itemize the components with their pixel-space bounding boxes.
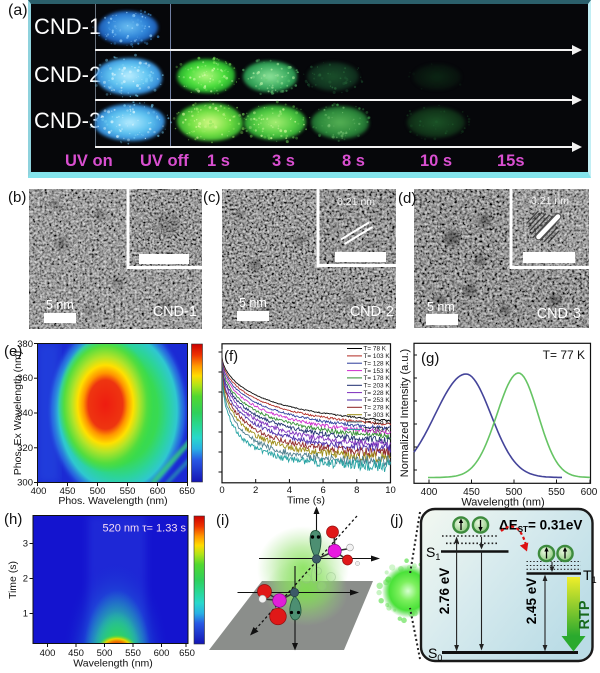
- svg-text:2: 2: [253, 485, 258, 496]
- svg-text:T= 77 K: T= 77 K: [543, 348, 585, 362]
- svg-text:500: 500: [97, 648, 113, 659]
- svg-text:T1: T1: [583, 567, 597, 585]
- svg-text:RTP: RTP: [577, 600, 593, 629]
- svg-text:10: 10: [385, 485, 396, 496]
- svg-text:T= 178 K: T= 178 K: [364, 375, 391, 382]
- svg-text:5 nm: 5 nm: [427, 300, 455, 314]
- svg-text:8: 8: [354, 485, 359, 496]
- svg-text:340: 340: [17, 408, 33, 419]
- svg-text:T= 328 K: T= 328 K: [364, 419, 391, 426]
- svg-text:Phos. Ex Wavelength (nm): Phos. Ex Wavelength (nm): [12, 351, 24, 476]
- svg-text:T= 153 K: T= 153 K: [364, 368, 391, 375]
- svg-text:450: 450: [463, 487, 480, 498]
- svg-text:5 nm: 5 nm: [239, 296, 267, 310]
- svg-text:0.21 nm: 0.21 nm: [337, 196, 375, 208]
- svg-text:3: 3: [23, 539, 28, 550]
- svg-text:400: 400: [40, 648, 56, 659]
- svg-text:450: 450: [68, 648, 84, 659]
- svg-text:(c): (c): [203, 189, 221, 206]
- svg-text:550: 550: [125, 648, 141, 659]
- svg-text:(i): (i): [216, 512, 229, 529]
- svg-text:0.21 nm: 0.21 nm: [531, 195, 569, 207]
- svg-text:(h): (h): [4, 511, 22, 528]
- svg-text:Time (s): Time (s): [7, 561, 19, 599]
- svg-text:T= 203 K: T= 203 K: [364, 383, 391, 390]
- svg-text:1: 1: [23, 609, 28, 620]
- svg-text:Normalized Intensity (a.u.): Normalized Intensity (a.u.): [399, 349, 411, 477]
- svg-text:450: 450: [60, 486, 76, 497]
- svg-text:360: 360: [17, 373, 33, 384]
- svg-text:Wavelength (nm): Wavelength (nm): [73, 658, 153, 670]
- svg-text:T= 128 K: T= 128 K: [364, 360, 391, 367]
- svg-text:(j): (j): [390, 512, 403, 529]
- svg-text:T= 228 K: T= 228 K: [364, 390, 391, 397]
- svg-text:4: 4: [287, 485, 292, 496]
- svg-text:600: 600: [581, 487, 598, 498]
- svg-text:2: 2: [23, 574, 28, 585]
- svg-text:300: 300: [17, 478, 33, 489]
- svg-text:5 nm: 5 nm: [46, 298, 74, 312]
- svg-text:520 nm τ= 1.33 s: 520 nm τ= 1.33 s: [102, 523, 186, 535]
- svg-text:Wavelength (nm): Wavelength (nm): [461, 497, 544, 509]
- svg-text:T= 303 K: T= 303 K: [364, 412, 391, 419]
- svg-text:2.45 eV: 2.45 eV: [524, 578, 539, 625]
- svg-text:400: 400: [421, 487, 438, 498]
- svg-text:T= 353 K: T= 353 K: [364, 427, 391, 434]
- svg-text:380: 380: [17, 339, 33, 350]
- svg-text:550: 550: [548, 487, 565, 498]
- svg-text:(f): (f): [224, 348, 238, 365]
- svg-text:CND-1: CND-1: [153, 304, 197, 320]
- svg-text:T= 78 K: T= 78 K: [364, 346, 387, 353]
- svg-text:(g): (g): [421, 350, 439, 367]
- svg-text:CND-2: CND-2: [350, 304, 394, 320]
- svg-text:320: 320: [17, 443, 33, 454]
- svg-text:Phos. Wavelength (nm): Phos. Wavelength (nm): [58, 495, 167, 507]
- svg-text:650: 650: [179, 648, 195, 659]
- svg-text:600: 600: [154, 648, 170, 659]
- svg-text:500: 500: [90, 486, 106, 497]
- svg-text:550: 550: [120, 486, 136, 497]
- svg-text:650: 650: [179, 486, 195, 497]
- svg-text:T= 278 K: T= 278 K: [364, 405, 391, 412]
- svg-text:(e): (e): [4, 343, 22, 360]
- svg-text:0: 0: [219, 485, 224, 496]
- svg-text:500: 500: [506, 487, 523, 498]
- svg-text:T= 103 K: T= 103 K: [364, 353, 391, 360]
- svg-text:6: 6: [320, 485, 325, 496]
- svg-text:(d): (d): [398, 190, 416, 207]
- svg-text:400: 400: [31, 486, 47, 497]
- svg-text:Time (s): Time (s): [287, 495, 325, 507]
- svg-text:T= 253 K: T= 253 K: [364, 397, 391, 404]
- svg-text:600: 600: [150, 486, 166, 497]
- svg-text:(b): (b): [8, 189, 26, 206]
- svg-text:CND-3: CND-3: [537, 306, 581, 322]
- svg-text:2.76 eV: 2.76 eV: [437, 568, 452, 615]
